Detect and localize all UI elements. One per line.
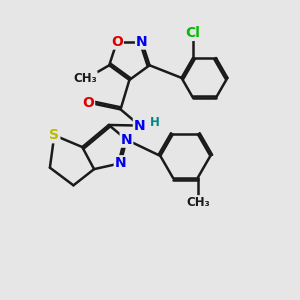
Text: CH₃: CH₃ xyxy=(186,196,210,209)
Text: Cl: Cl xyxy=(186,26,200,40)
Text: CH₃: CH₃ xyxy=(73,72,97,85)
Text: O: O xyxy=(82,97,94,110)
Text: N: N xyxy=(136,34,148,49)
Text: N: N xyxy=(115,156,126,170)
Text: H: H xyxy=(150,116,160,129)
Text: N: N xyxy=(134,118,146,133)
Text: N: N xyxy=(121,133,132,147)
Text: O: O xyxy=(111,34,123,49)
Text: S: S xyxy=(49,128,59,142)
